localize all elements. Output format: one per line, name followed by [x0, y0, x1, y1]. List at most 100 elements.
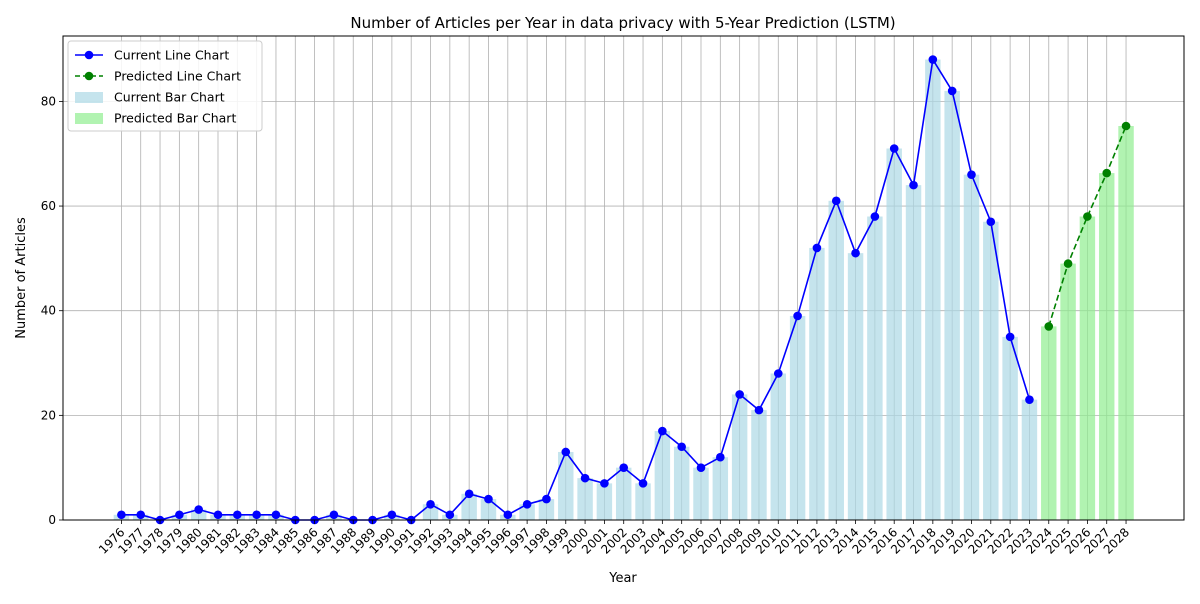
bar — [983, 221, 999, 521]
bar — [963, 174, 980, 520]
legend-marker — [84, 50, 94, 60]
data-point — [1083, 212, 1092, 221]
data-point — [252, 510, 261, 520]
bar — [770, 373, 787, 520]
bar — [1118, 125, 1134, 521]
data-point — [580, 473, 590, 483]
bar — [905, 185, 922, 520]
bar-layer — [113, 59, 1134, 521]
bar — [1002, 336, 1018, 520]
legend-box — [67, 40, 263, 132]
legend-label: Current Line Chart — [114, 48, 229, 63]
series-line — [1047, 125, 1127, 327]
data-point — [445, 510, 455, 520]
data-point — [716, 452, 725, 462]
bar — [558, 451, 574, 520]
data-point — [561, 447, 571, 457]
bar — [538, 499, 555, 520]
data-point — [542, 494, 551, 504]
bar — [1079, 216, 1096, 520]
bar — [789, 315, 806, 520]
data-point — [1044, 322, 1054, 331]
chart-title: Number of Articles per Year in data priv… — [350, 14, 895, 32]
data-point — [464, 489, 474, 499]
x-axis-label: Year — [608, 571, 637, 586]
legend-swatch — [75, 113, 103, 124]
bar — [480, 499, 497, 520]
data-point — [117, 510, 126, 520]
data-point — [1102, 168, 1112, 178]
data-point — [522, 500, 532, 509]
bar — [712, 457, 729, 520]
data-point — [1025, 395, 1034, 404]
axis-layer: 1976197719781979198019811982198319841985… — [41, 94, 1132, 556]
data-point — [928, 55, 938, 64]
data-point — [696, 463, 706, 472]
bar — [577, 478, 593, 520]
data-point — [793, 311, 802, 321]
data-point — [194, 505, 203, 514]
bar — [190, 509, 207, 520]
data-point — [426, 500, 435, 509]
bar — [886, 148, 902, 520]
data-point — [619, 463, 629, 472]
data-point — [851, 248, 860, 258]
y-tick-label: 0 — [48, 513, 56, 527]
bar — [731, 394, 748, 520]
data-point — [967, 170, 976, 179]
data-point — [329, 510, 339, 520]
data-point — [947, 86, 957, 96]
data-point — [889, 144, 899, 153]
legend-label: Current Bar Chart — [114, 90, 225, 105]
data-point — [658, 426, 667, 436]
y-tick-label: 60 — [41, 199, 56, 213]
data-point — [831, 196, 841, 206]
data-point — [677, 442, 686, 452]
bar — [519, 504, 535, 520]
data-point — [271, 510, 281, 520]
bar — [1041, 326, 1057, 520]
y-axis-label: Number of Articles — [14, 217, 29, 339]
bar — [925, 59, 941, 520]
legend-swatch — [75, 92, 103, 103]
data-point — [484, 494, 493, 504]
bar — [944, 90, 960, 520]
bar — [847, 253, 864, 521]
bar — [1060, 263, 1076, 520]
data-point — [387, 510, 397, 520]
y-tick-label: 20 — [41, 408, 56, 422]
data-point — [870, 212, 880, 221]
data-point — [600, 479, 609, 488]
data-point — [735, 390, 744, 399]
data-point — [503, 510, 513, 520]
data-point — [754, 405, 764, 415]
bar — [828, 200, 844, 520]
bar — [461, 493, 477, 520]
bar — [867, 216, 883, 520]
legend-label: Predicted Bar Chart — [114, 111, 236, 126]
bar — [1021, 399, 1038, 520]
data-point — [1063, 259, 1073, 268]
legend: Current Line Chart Predicted Line Chart Cu… — [67, 40, 263, 132]
bar — [1098, 173, 1115, 521]
bar — [596, 483, 613, 520]
y-tick-label: 40 — [41, 304, 56, 318]
data-point — [986, 217, 996, 227]
data-point — [213, 510, 223, 520]
legend-label: Predicted Line Chart — [114, 69, 241, 84]
data-point — [175, 510, 184, 520]
data-point — [638, 479, 648, 488]
y-tick-label: 80 — [41, 94, 56, 108]
data-point — [1121, 121, 1131, 131]
bar — [809, 247, 825, 520]
bar — [654, 431, 671, 520]
bar — [751, 410, 767, 520]
bar — [693, 467, 709, 520]
bar — [673, 446, 690, 520]
data-point — [1005, 332, 1015, 342]
bar — [635, 483, 651, 520]
data-point — [233, 510, 242, 520]
legend-marker — [84, 71, 94, 81]
